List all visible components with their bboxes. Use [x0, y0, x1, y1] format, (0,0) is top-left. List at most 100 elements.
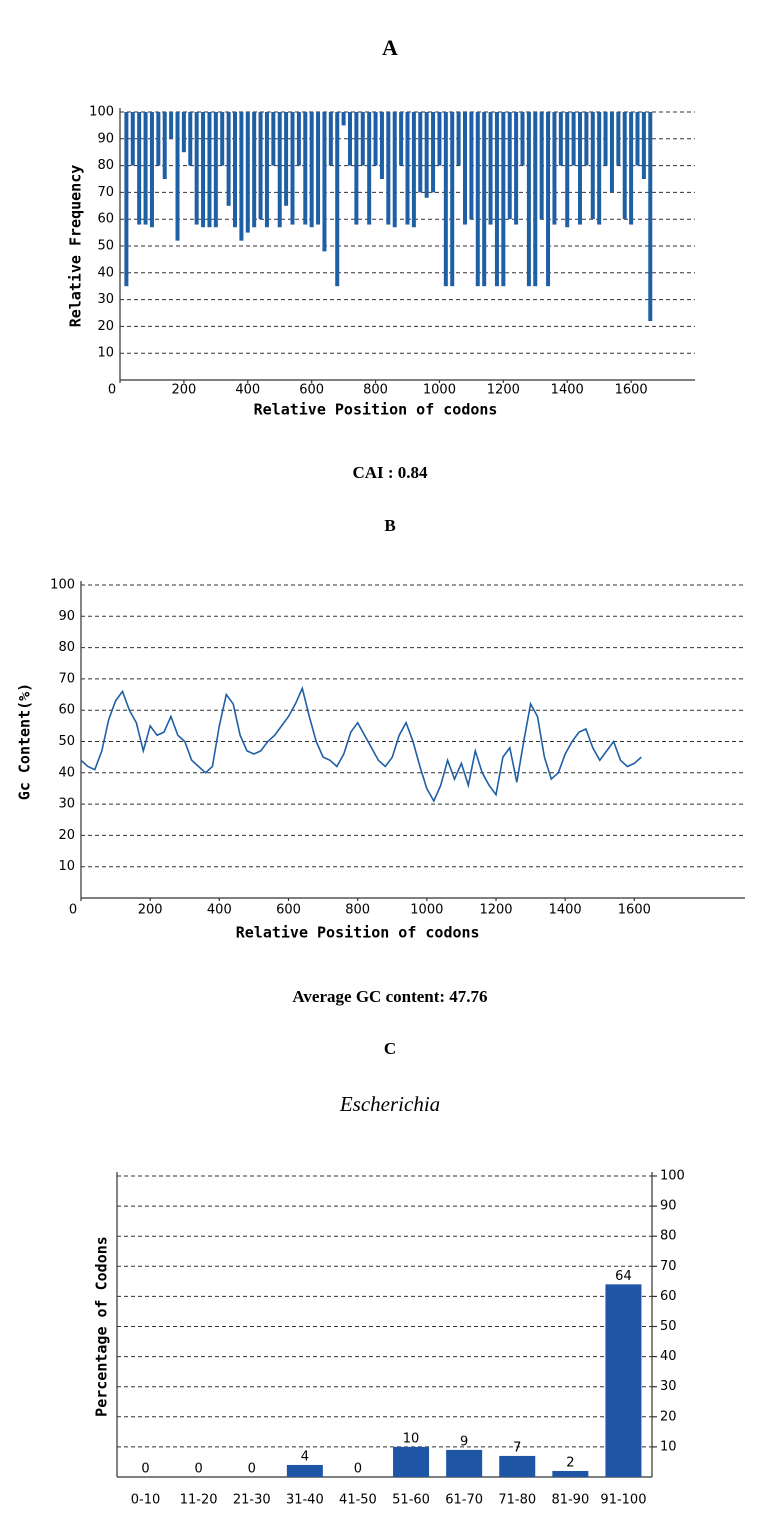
- x-tick-label: 1400: [549, 903, 582, 918]
- panel-label: A: [382, 35, 398, 60]
- y-tick-label: 60: [660, 1289, 677, 1304]
- spike: [379, 112, 384, 179]
- spike: [590, 112, 595, 220]
- x-tick-label: 1400: [551, 383, 584, 398]
- x-tick-label: 41-50: [339, 1493, 377, 1508]
- value-label: 0: [141, 1462, 149, 1477]
- spike: [348, 112, 352, 166]
- panel-label: B: [384, 516, 395, 535]
- spike: [399, 112, 404, 166]
- spike: [558, 112, 563, 166]
- y-tick-label: 40: [660, 1349, 677, 1364]
- spike: [175, 112, 180, 241]
- spike: [609, 112, 614, 193]
- bar: [393, 1446, 430, 1477]
- spike: [233, 112, 237, 228]
- spike: [252, 112, 257, 228]
- y-tick-label: 40: [97, 265, 114, 280]
- spike: [526, 112, 531, 287]
- y-tick-label: 90: [58, 609, 75, 624]
- spike: [124, 112, 129, 287]
- x-tick-label: 61-70: [445, 1493, 483, 1508]
- y-tick-label: 60: [58, 703, 75, 718]
- spike: [565, 112, 570, 228]
- bar: [499, 1455, 536, 1477]
- x-tick-label: 1600: [615, 383, 648, 398]
- value-label: 10: [403, 1431, 420, 1446]
- spike: [603, 112, 608, 166]
- spike: [571, 112, 576, 166]
- x-tick-label: 81-90: [551, 1493, 589, 1508]
- spike: [201, 112, 206, 228]
- panel-label: C: [384, 1039, 396, 1058]
- value-label: 7: [513, 1440, 521, 1455]
- spike: [207, 112, 212, 228]
- spike: [341, 112, 346, 126]
- y-tick-label: 90: [97, 131, 114, 146]
- spike: [156, 112, 161, 166]
- spike: [245, 112, 250, 233]
- spike: [501, 112, 506, 287]
- x-tick-label: 1000: [423, 383, 456, 398]
- spike: [622, 112, 627, 220]
- y-tick-label: 100: [660, 1169, 685, 1184]
- x-tick-label: 1200: [487, 383, 520, 398]
- x-tick-label: 600: [276, 903, 301, 918]
- spike: [494, 112, 499, 287]
- y-tick-label: 20: [660, 1409, 677, 1424]
- gc-line: [80, 685, 642, 803]
- y-tick-label: 70: [660, 1259, 677, 1274]
- y-tick-label: 10: [58, 859, 75, 874]
- x-tick-label: 0: [108, 383, 116, 398]
- spike: [284, 112, 289, 206]
- spike: [149, 112, 154, 228]
- spike: [367, 112, 372, 225]
- spike: [354, 112, 359, 225]
- spike: [552, 112, 557, 225]
- y-tick-label: 100: [89, 105, 114, 120]
- y-tick-label: 30: [97, 292, 114, 307]
- spike: [277, 112, 282, 228]
- y-axis-label: Relative Frequency: [67, 165, 85, 328]
- bar: [286, 1464, 323, 1477]
- x-tick-label: 51-60: [392, 1493, 430, 1508]
- x-tick-label: 31-40: [286, 1493, 324, 1508]
- y-tick-label: 30: [660, 1379, 677, 1394]
- spike: [328, 112, 333, 166]
- x-tick-label: 400: [207, 903, 232, 918]
- spike: [162, 112, 167, 179]
- spike: [405, 112, 410, 225]
- spike: [578, 112, 582, 225]
- spike: [616, 112, 621, 166]
- bar: [446, 1449, 483, 1477]
- x-tick-label: 600: [299, 383, 324, 398]
- spike: [143, 112, 148, 225]
- spike: [456, 112, 461, 166]
- x-axis-label: Relative Position of codons: [236, 924, 480, 942]
- spike: [220, 112, 225, 166]
- spike: [475, 112, 480, 287]
- spike: [188, 112, 193, 166]
- x-tick-label: 1000: [410, 903, 443, 918]
- spike: [169, 112, 174, 139]
- spike: [424, 112, 429, 198]
- spike: [322, 112, 327, 252]
- spike: [546, 112, 551, 287]
- value-label: 0: [354, 1462, 362, 1477]
- spike: [450, 112, 455, 287]
- y-tick-label: 60: [97, 212, 114, 227]
- spike: [239, 112, 244, 241]
- spike: [648, 112, 653, 322]
- spike: [629, 112, 634, 225]
- spike: [488, 112, 493, 225]
- spike: [226, 112, 231, 206]
- value-label: 64: [615, 1269, 632, 1284]
- x-tick-label: 400: [235, 383, 260, 398]
- spike: [296, 112, 301, 166]
- y-tick-label: 50: [660, 1319, 677, 1334]
- spike: [290, 112, 295, 225]
- y-tick-label: 20: [97, 319, 114, 334]
- y-tick-label: 40: [58, 765, 75, 780]
- value-label: 0: [195, 1462, 203, 1477]
